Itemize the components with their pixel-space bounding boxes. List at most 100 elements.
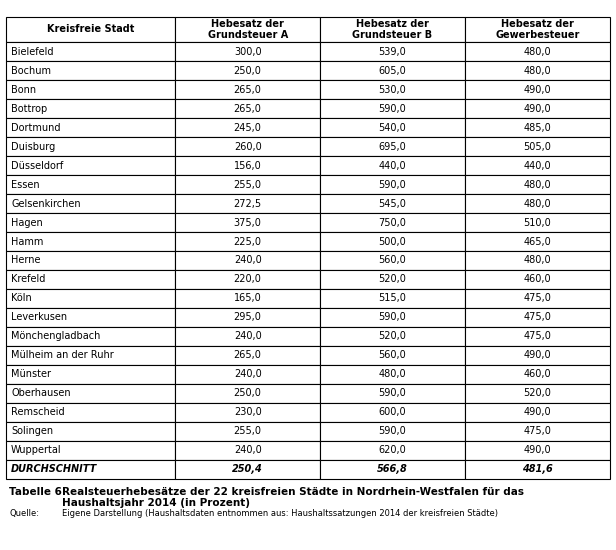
Text: 260,0: 260,0 [233,142,262,152]
Text: 600,0: 600,0 [379,407,407,417]
Text: 250,0: 250,0 [233,66,262,76]
Text: 265,0: 265,0 [233,85,262,95]
Bar [320,118,465,138]
Text: 475,0: 475,0 [524,426,551,436]
Bar [320,308,465,327]
Text: Hebesatz der
Grundsteuer B: Hebesatz der Grundsteuer B [352,19,432,40]
Bar [465,289,610,308]
Text: Herne: Herne [11,256,41,266]
Bar [6,289,175,308]
Bar [320,327,465,346]
Bar [6,138,175,156]
Text: 225,0: 225,0 [233,236,262,246]
Bar [320,42,465,62]
Text: 240,0: 240,0 [233,445,262,455]
Text: Eigene Darstellung (Haushaltsdaten entnommen aus: Haushaltssatzungen 2014 der kr: Eigene Darstellung (Haushaltsdaten entno… [62,509,498,518]
Text: 750,0: 750,0 [379,218,407,228]
Bar [465,42,610,62]
Text: Hagen: Hagen [11,218,43,228]
Text: 695,0: 695,0 [379,142,407,152]
Bar [175,156,320,175]
Bar [175,403,320,422]
Text: 539,0: 539,0 [379,47,407,57]
Bar [465,308,610,327]
Text: 240,0: 240,0 [233,369,262,379]
Bar [6,62,175,80]
Text: Bottrop: Bottrop [11,104,47,114]
Text: 590,0: 590,0 [379,180,407,190]
Text: Tabelle 6:: Tabelle 6: [9,487,67,497]
Bar [465,365,610,384]
Bar [175,308,320,327]
Text: Dortmund: Dortmund [11,123,60,133]
Text: 500,0: 500,0 [379,236,407,246]
Text: 375,0: 375,0 [233,218,262,228]
Bar [465,346,610,365]
Text: 490,0: 490,0 [524,350,551,360]
Text: 620,0: 620,0 [379,445,407,455]
Text: 530,0: 530,0 [379,85,407,95]
Text: 240,0: 240,0 [233,256,262,266]
Bar [175,270,320,289]
Bar [6,327,175,346]
Bar [6,403,175,422]
Bar [465,138,610,156]
Text: 510,0: 510,0 [524,218,551,228]
Bar [6,213,175,232]
Bar [175,138,320,156]
Text: 560,0: 560,0 [379,350,407,360]
Text: 295,0: 295,0 [233,312,262,322]
Text: 265,0: 265,0 [233,350,262,360]
Bar [320,384,465,403]
Bar [320,194,465,213]
Bar [175,194,320,213]
Bar [465,175,610,194]
Bar [175,42,320,62]
Bar [465,156,610,175]
Text: Münster: Münster [11,369,51,379]
Bar [6,16,175,42]
Bar [320,100,465,118]
Text: 540,0: 540,0 [379,123,407,133]
Bar [175,365,320,384]
Bar [465,384,610,403]
Text: Düsseldorf: Düsseldorf [11,161,63,170]
Text: Hebesatz der
Gewerbesteuer: Hebesatz der Gewerbesteuer [495,19,580,40]
Bar [6,100,175,118]
Text: Remscheid: Remscheid [11,407,65,417]
Text: 520,0: 520,0 [379,274,407,284]
Text: 156,0: 156,0 [233,161,262,170]
Text: 590,0: 590,0 [379,312,407,322]
Bar [6,422,175,441]
Bar [320,422,465,441]
Text: 465,0: 465,0 [524,236,551,246]
Text: Hamm: Hamm [11,236,44,246]
Bar [175,251,320,270]
Text: 440,0: 440,0 [379,161,407,170]
Bar [465,232,610,251]
Bar [175,118,320,138]
Bar [320,175,465,194]
Text: 475,0: 475,0 [524,293,551,304]
Text: 165,0: 165,0 [233,293,262,304]
Text: Bielefeld: Bielefeld [11,47,54,57]
Text: Krefeld: Krefeld [11,274,46,284]
Text: 520,0: 520,0 [379,331,407,342]
Bar [320,346,465,365]
Bar [6,42,175,62]
Bar [465,213,610,232]
Text: Solingen: Solingen [11,426,53,436]
Text: 460,0: 460,0 [524,274,551,284]
Text: 490,0: 490,0 [524,407,551,417]
Text: 475,0: 475,0 [524,312,551,322]
Bar [6,270,175,289]
Text: Bochum: Bochum [11,66,51,76]
Bar [320,213,465,232]
Bar [6,308,175,327]
Text: Hebesatz der
Grundsteuer A: Hebesatz der Grundsteuer A [208,19,288,40]
Text: 605,0: 605,0 [379,66,407,76]
Text: 515,0: 515,0 [379,293,407,304]
Bar [6,118,175,138]
Text: 490,0: 490,0 [524,104,551,114]
Bar [6,460,175,478]
